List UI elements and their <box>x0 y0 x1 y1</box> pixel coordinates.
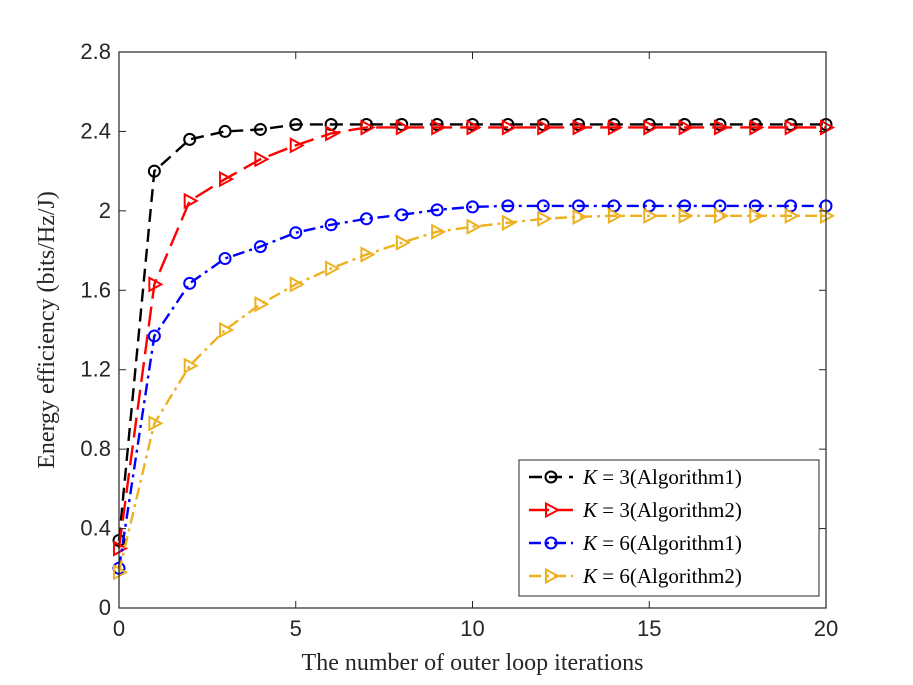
y-tick-label: 2 <box>99 198 111 223</box>
data-point <box>219 321 235 339</box>
data-point <box>572 199 586 213</box>
data-point <box>820 119 836 136</box>
data-point <box>360 246 376 263</box>
data-point <box>713 207 730 225</box>
data-point <box>820 207 836 225</box>
data-point <box>643 207 659 225</box>
data-point <box>289 137 305 154</box>
y-tick-label: 0 <box>99 595 111 620</box>
legend-item: K = 6(Algorithm2) <box>529 564 742 588</box>
legend-marker <box>544 536 558 550</box>
data-point <box>113 540 129 557</box>
legend-label: K = 3(Algorithm2) <box>582 498 742 522</box>
y-tick-label: 2.8 <box>80 39 111 64</box>
legend-items: K = 3(Algorithm1) K = 3(Algorithm2) K = 6(… <box>529 465 742 588</box>
data-point <box>431 223 447 240</box>
data-point <box>289 117 303 131</box>
series-group <box>112 199 833 575</box>
data-point <box>501 199 515 213</box>
y-tick-label: 1.2 <box>80 357 111 382</box>
data-point <box>218 252 232 266</box>
data-point <box>183 132 197 146</box>
data-point <box>607 119 623 136</box>
data-point <box>749 207 765 225</box>
legend-label: K = 3(Algorithm1) <box>582 465 742 489</box>
x-tick-label: 10 <box>460 616 484 641</box>
x-tick-label: 5 <box>290 616 302 641</box>
data-point <box>147 329 161 343</box>
data-point <box>784 207 800 225</box>
data-point <box>395 119 411 136</box>
series-line <box>117 126 826 549</box>
data-point <box>183 357 199 374</box>
data-point <box>254 296 270 313</box>
data-point <box>501 119 517 136</box>
y-tick-label: 2.4 <box>80 118 111 143</box>
y-tick-label: 1.6 <box>80 277 111 302</box>
legend-marker <box>545 501 561 519</box>
y-axis-label: Energy efficiency (bits/Hz/J) <box>34 191 60 469</box>
data-point <box>147 164 161 178</box>
legend-marker <box>545 567 561 585</box>
data-point <box>325 260 341 277</box>
x-tick-label: 20 <box>814 616 838 641</box>
data-point <box>713 119 730 136</box>
data-point <box>360 119 376 136</box>
data-point <box>359 212 373 226</box>
data-point <box>183 276 197 290</box>
y-tick-label: 0.4 <box>80 516 111 541</box>
data-point <box>324 218 338 232</box>
data-point <box>607 207 623 225</box>
series-line <box>117 204 826 569</box>
data-point <box>254 151 270 168</box>
series-line <box>117 214 826 573</box>
data-point <box>572 119 588 136</box>
legend-label: K = 6(Algorithm2) <box>582 564 742 588</box>
data-point <box>253 240 267 254</box>
series-layer <box>112 117 836 581</box>
data-point <box>395 234 411 251</box>
legend-item: K = 3(Algorithm2) <box>529 498 742 522</box>
data-point <box>466 200 479 214</box>
data-point <box>148 415 164 432</box>
data-point <box>253 122 267 136</box>
series-group <box>113 207 836 581</box>
legend: K = 3(Algorithm1) K = 3(Algorithm2) K = 6(… <box>518 459 820 597</box>
data-point <box>218 124 232 138</box>
data-point <box>537 210 553 227</box>
data-point <box>536 199 550 213</box>
data-point <box>431 119 447 136</box>
tick-layer: 0 5 10 15 20 0 0.4 0.8 1.2 1.6 2 2.4 2.8 <box>80 39 838 641</box>
x-tick-label: 15 <box>637 616 661 641</box>
data-point <box>537 119 553 136</box>
data-point <box>749 119 765 136</box>
legend-marker <box>544 470 558 484</box>
data-point <box>572 208 588 225</box>
legend-box <box>518 459 820 597</box>
data-point <box>501 214 517 231</box>
x-tick-label: 0 <box>113 616 125 641</box>
data-point <box>678 207 694 225</box>
data-point <box>148 276 164 293</box>
data-point <box>643 119 659 136</box>
x-axis-label: The number of outer loop iterations <box>302 650 644 676</box>
legend-label: K = 6(Algorithm1) <box>582 531 742 555</box>
legend-item: K = 3(Algorithm1) <box>529 465 742 489</box>
data-point <box>466 119 482 136</box>
data-point <box>289 276 305 293</box>
data-point <box>183 192 199 210</box>
data-point <box>395 208 409 222</box>
data-point <box>219 170 235 188</box>
data-point <box>325 125 341 142</box>
legend-item: K = 6(Algorithm1) <box>529 531 742 555</box>
data-point <box>784 119 800 136</box>
data-point <box>678 119 694 136</box>
data-point <box>430 203 444 217</box>
data-point <box>466 218 482 235</box>
series-group <box>113 119 836 557</box>
data-point <box>289 226 303 240</box>
y-tick-label: 0.8 <box>80 436 111 461</box>
data-point <box>113 564 129 581</box>
